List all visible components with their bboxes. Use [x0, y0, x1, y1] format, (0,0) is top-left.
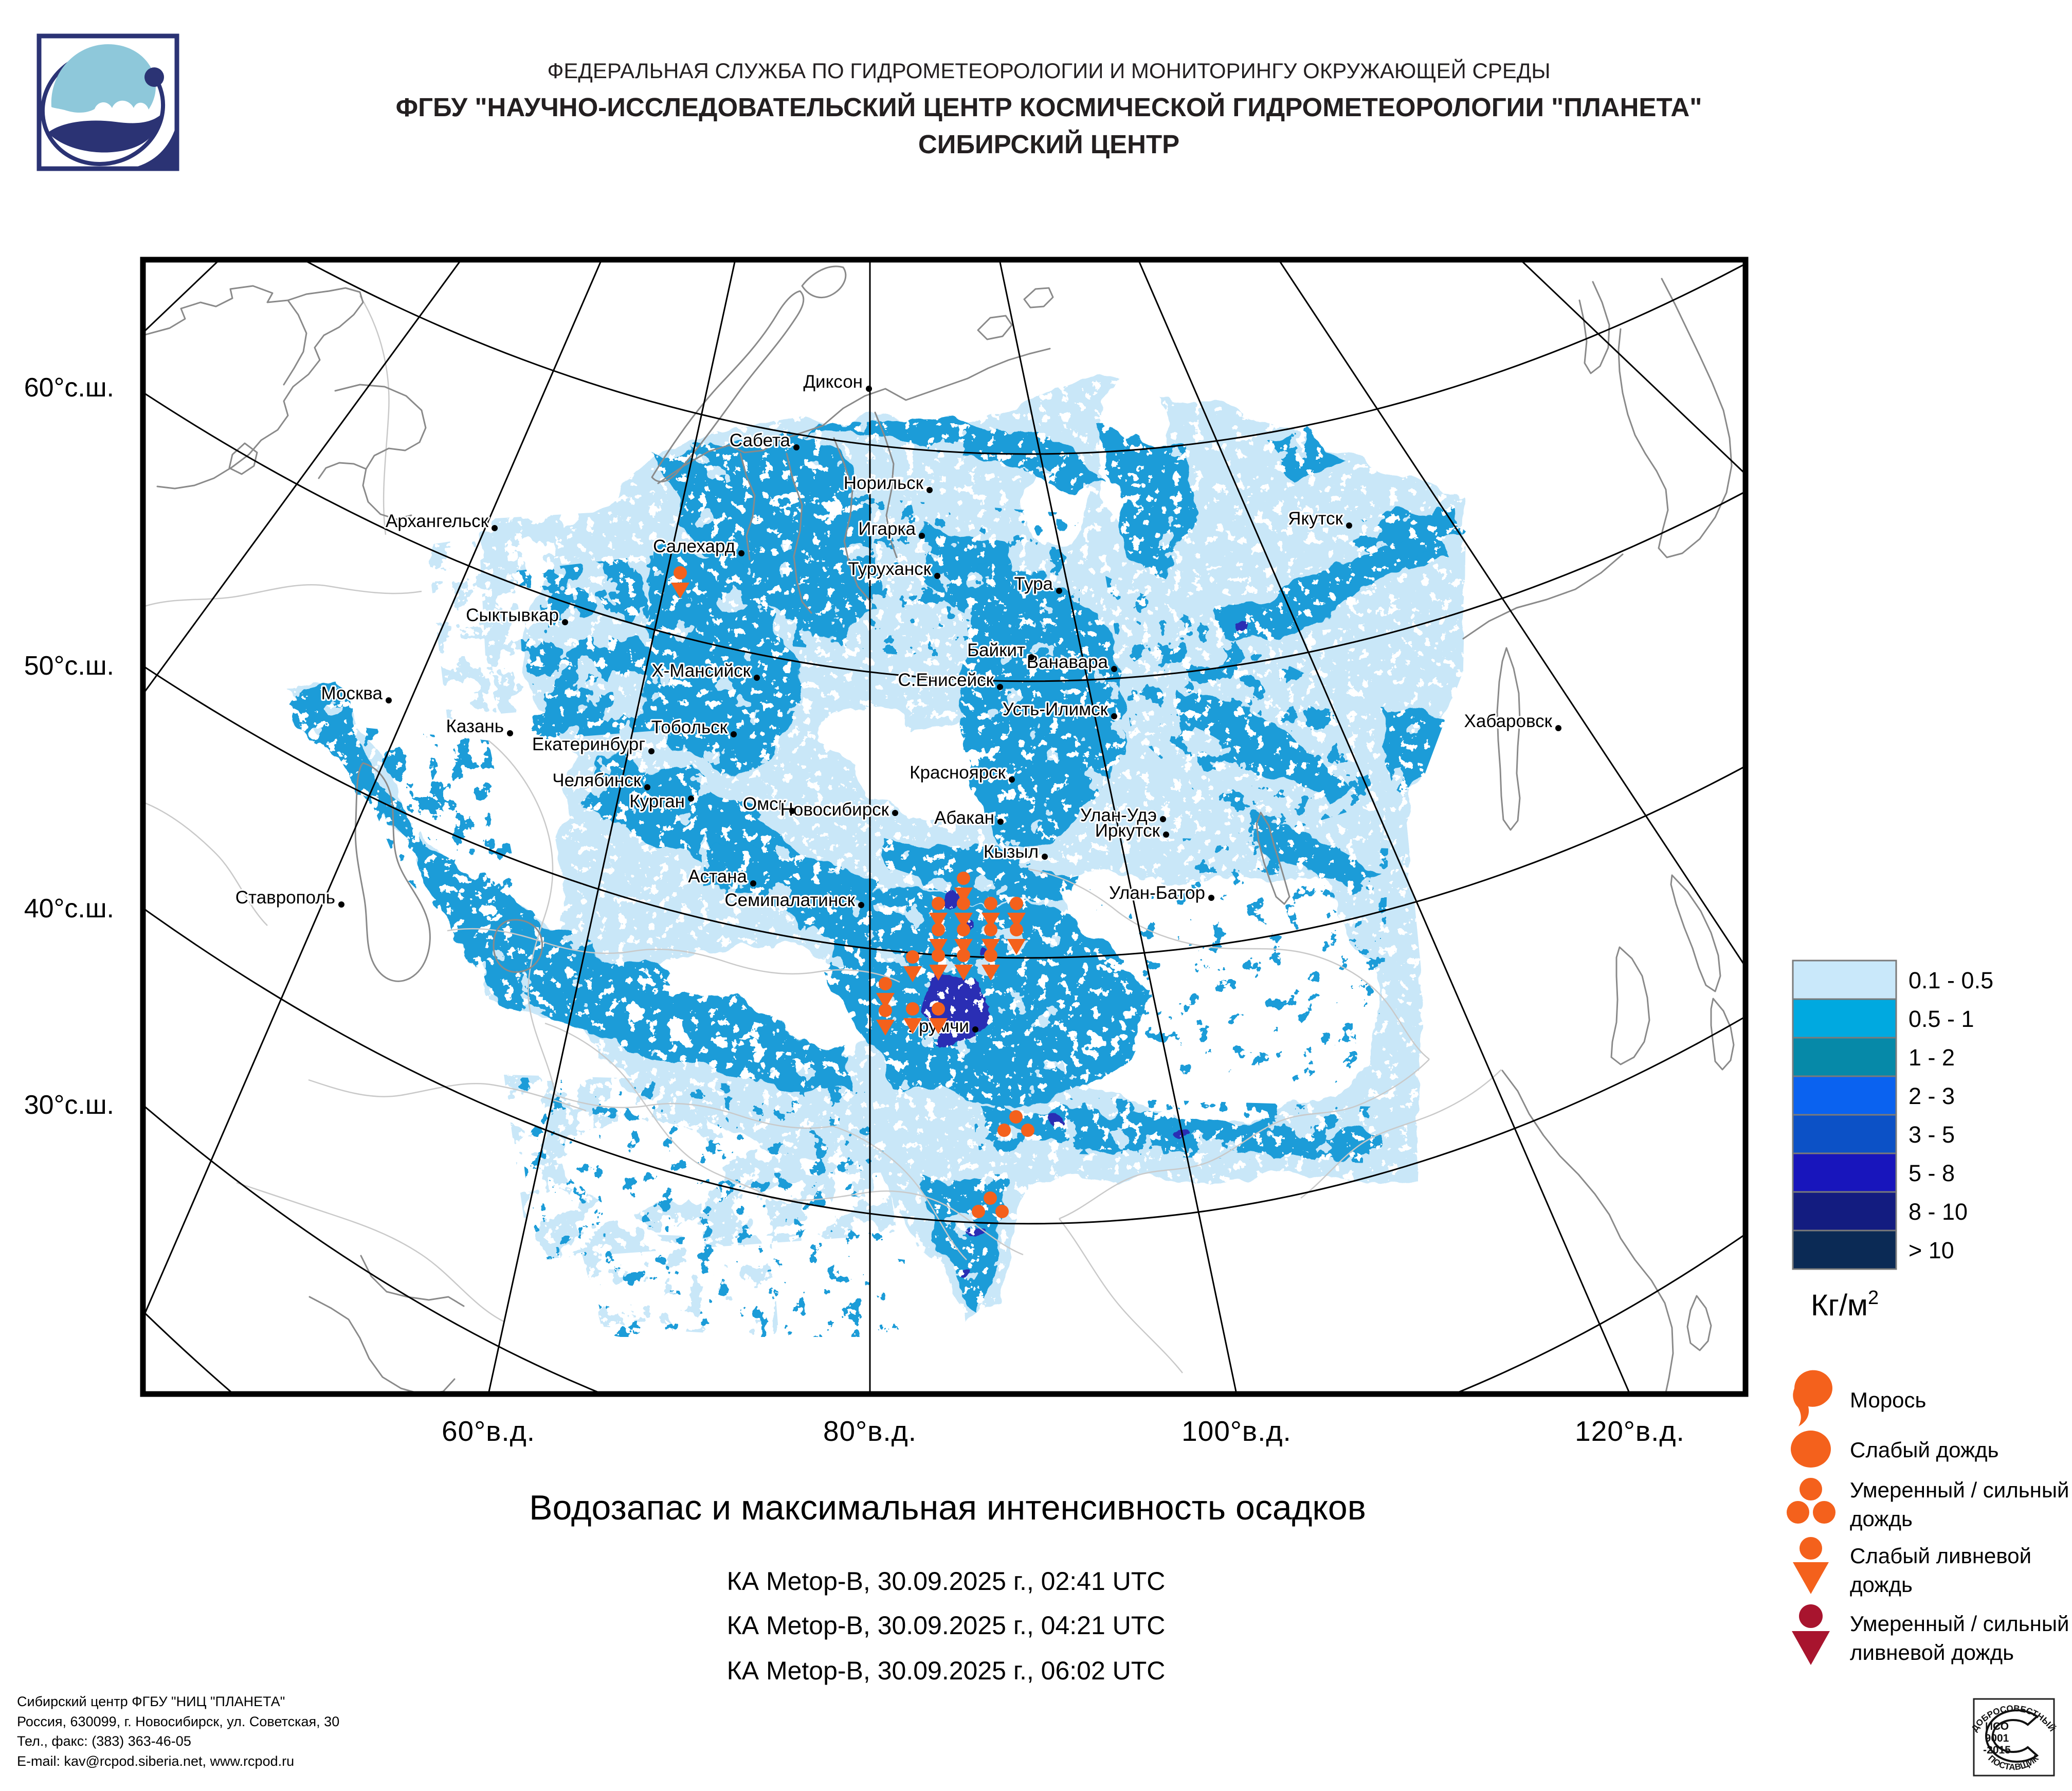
svg-text:Сыктывкар: Сыктывкар [466, 605, 559, 625]
svg-text:Архангельск: Архангельск [386, 511, 489, 531]
svg-text:Ванавара: Ванавара [1027, 652, 1108, 672]
svg-text:дождь: дождь [1850, 1572, 1913, 1597]
svg-text:Норильск: Норильск [844, 473, 924, 493]
svg-text:Слабый ливневой: Слабый ливневой [1850, 1544, 2031, 1568]
svg-text:Омск: Омск [743, 794, 787, 814]
svg-text:30°с.ш.: 30°с.ш. [24, 1090, 114, 1120]
svg-text:Умеренный / сильный: Умеренный / сильный [1850, 1612, 2069, 1636]
svg-text:ливневой дождь: ливневой дождь [1850, 1640, 2014, 1665]
svg-text:80°в.д.: 80°в.д. [823, 1415, 917, 1447]
svg-text:Улан-Удэ: Улан-Удэ [1080, 805, 1157, 825]
svg-text:Тура: Тура [1014, 574, 1053, 594]
svg-text:1 - 2: 1 - 2 [1909, 1044, 1955, 1071]
svg-text:Ставрополь: Ставрополь [235, 888, 335, 908]
svg-text:60°с.ш.: 60°с.ш. [24, 373, 114, 403]
svg-text:С.Енисейск: С.Енисейск [898, 670, 994, 690]
svg-text:ФГБУ "НАУЧНО-ИССЛЕДОВАТЕЛЬСКИЙ: ФГБУ "НАУЧНО-ИССЛЕДОВАТЕЛЬСКИЙ ЦЕНТР КОС… [396, 92, 1702, 122]
svg-text:Диксон: Диксон [803, 372, 863, 392]
svg-text:> 10: > 10 [1909, 1237, 1954, 1263]
svg-text:Умеренный / сильный: Умеренный / сильный [1850, 1478, 2069, 1502]
svg-text:Казань: Казань [446, 716, 504, 736]
svg-text:Тобольск: Тобольск [651, 717, 728, 737]
svg-text:9001: 9001 [1985, 1732, 2009, 1744]
svg-text:КА Metop-B, 30.09.2025 г., 04:: КА Metop-B, 30.09.2025 г., 04:21 UTC [727, 1611, 1166, 1640]
svg-text:Байкит: Байкит [967, 640, 1025, 660]
svg-text:Сибирский центр ФГБУ "НИЦ "ПЛА: Сибирский центр ФГБУ "НИЦ "ПЛАНЕТА" [17, 1694, 285, 1709]
svg-text:Тел., факс: (383) 363-46-05: Тел., факс: (383) 363-46-05 [17, 1733, 191, 1749]
svg-text:120°в.д.: 120°в.д. [1575, 1415, 1685, 1447]
svg-text:Игарка: Игарка [858, 519, 916, 539]
svg-text:8 - 10: 8 - 10 [1909, 1199, 1968, 1225]
svg-text:Х-Мансийск: Х-Мансийск [651, 661, 751, 681]
svg-text:дождь: дождь [1850, 1507, 1913, 1531]
svg-text:Водозапас и максимальная интен: Водозапас и максимальная интенсивность о… [529, 1488, 1366, 1527]
svg-text:КА Metop-B, 30.09.2025 г., 02:: КА Metop-B, 30.09.2025 г., 02:41 UTC [727, 1567, 1166, 1596]
svg-text:40°с.ш.: 40°с.ш. [24, 894, 114, 924]
svg-text:Москва: Москва [321, 683, 383, 703]
svg-text:60°в.д.: 60°в.д. [442, 1415, 535, 1447]
svg-text:Курган: Курган [629, 791, 685, 811]
svg-text:50°с.ш.: 50°с.ш. [24, 651, 114, 681]
svg-text:Челябинск: Челябинск [552, 770, 641, 790]
svg-text:Салехард: Салехард [653, 536, 735, 556]
svg-text:Екатеринбург: Екатеринбург [532, 734, 645, 754]
svg-text:Иркутск: Иркутск [1095, 821, 1160, 841]
svg-text:5 - 8: 5 - 8 [1909, 1160, 1955, 1186]
svg-text:СИБИРСКИЙ ЦЕНТР: СИБИРСКИЙ ЦЕНТР [918, 129, 1179, 159]
svg-text:Туруханск: Туруханск [848, 559, 931, 579]
svg-text:Кг/м2: Кг/м2 [1811, 1287, 1879, 1322]
svg-text:Морось: Морось [1850, 1388, 1926, 1412]
svg-text:-2015: -2015 [1983, 1744, 2011, 1756]
svg-text:Якутск: Якутск [1288, 509, 1343, 529]
svg-text:Улан-Батор: Улан-Батор [1109, 883, 1205, 903]
svg-text:Астана: Астана [688, 866, 747, 887]
svg-text:Усть-Илимск: Усть-Илимск [1003, 699, 1108, 719]
svg-text:100°в.д.: 100°в.д. [1182, 1415, 1292, 1447]
svg-text:Россия, 630099, г. Новосибирск: Россия, 630099, г. Новосибирск, ул. Сове… [17, 1714, 339, 1729]
svg-text:3 - 5: 3 - 5 [1909, 1121, 1955, 1148]
svg-text:Семипалатинск: Семипалатинск [724, 890, 855, 910]
svg-text:2 - 3: 2 - 3 [1909, 1083, 1955, 1109]
svg-text:0.1 - 0.5: 0.1 - 0.5 [1909, 967, 1993, 993]
svg-text:Абакан: Абакан [934, 808, 994, 828]
svg-text:Красноярск: Красноярск [910, 763, 1006, 783]
svg-text:E-mail: kav@rcpod.siberia.net,: E-mail: kav@rcpod.siberia.net, www.rcpod… [17, 1753, 294, 1769]
svg-text:ИСО: ИСО [1985, 1721, 2009, 1732]
svg-text:Сабета: Сабета [730, 430, 791, 450]
svg-text:Кызыл: Кызыл [984, 842, 1039, 862]
svg-text:Новосибирск: Новосибирск [780, 800, 889, 820]
svg-text:Слабый дождь: Слабый дождь [1850, 1438, 1998, 1462]
svg-text:Хабаровск: Хабаровск [1464, 711, 1553, 731]
svg-text:0.5 - 1: 0.5 - 1 [1909, 1006, 1974, 1032]
svg-text:ФЕДЕРАЛЬНАЯ СЛУЖБА ПО ГИДРОМЕТ: ФЕДЕРАЛЬНАЯ СЛУЖБА ПО ГИДРОМЕТЕОРОЛОГИИ … [547, 58, 1550, 83]
svg-text:КА Metop-B, 30.09.2025 г., 06:: КА Metop-B, 30.09.2025 г., 06:02 UTC [727, 1656, 1166, 1685]
